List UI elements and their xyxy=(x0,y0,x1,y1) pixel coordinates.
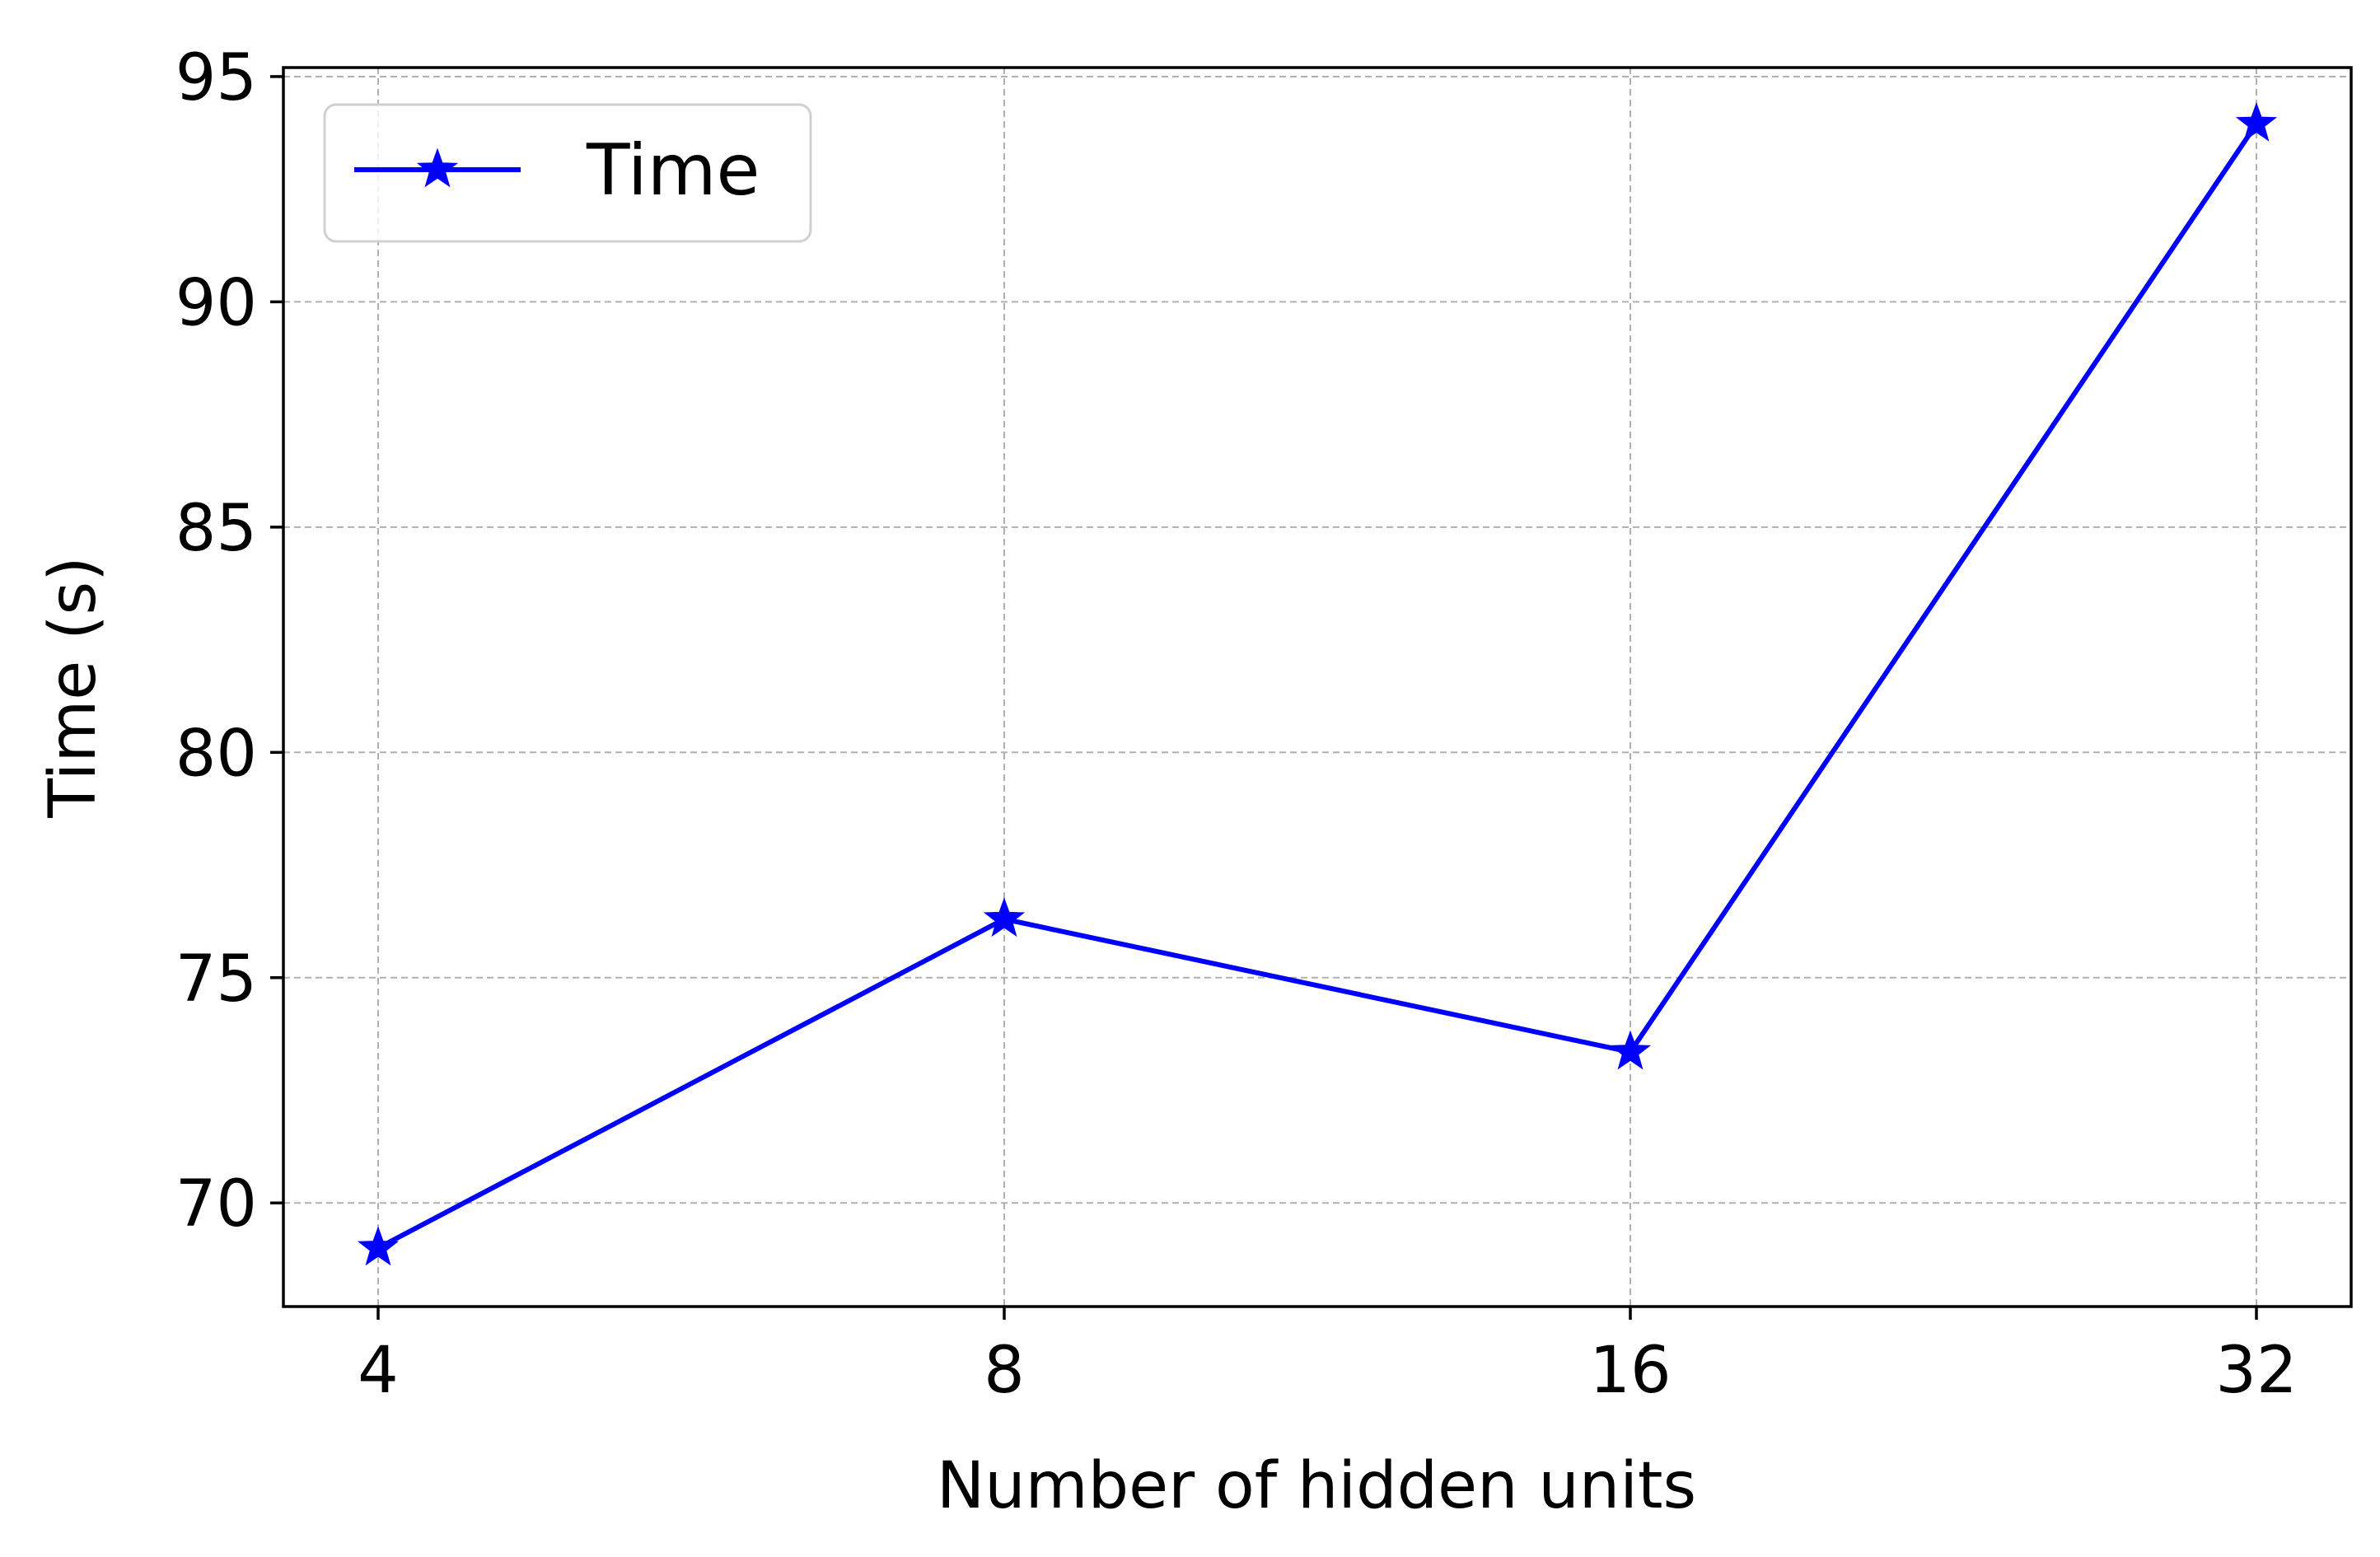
legend-star-marker xyxy=(416,147,459,188)
data-point-star xyxy=(357,1226,400,1266)
y-tick-label: 75 xyxy=(175,942,257,1017)
series-layer xyxy=(357,101,2278,1266)
y-axis-ticks: 70 75 80 85 90 95 xyxy=(175,41,283,1241)
y-tick-label: 70 xyxy=(175,1167,257,1241)
x-tick-label: 4 xyxy=(358,1334,399,1408)
legend-label: Time xyxy=(586,129,760,212)
series-line-time xyxy=(376,122,2259,1251)
y-tick-label: 90 xyxy=(175,266,257,340)
legend-box xyxy=(323,103,812,243)
plot-frame xyxy=(282,66,2353,1308)
x-tick-label: 32 xyxy=(2215,1334,2297,1408)
y-tick-label: 95 xyxy=(175,41,257,115)
x-axis-ticks: 4 8 16 32 xyxy=(358,1307,2298,1408)
grid-lines xyxy=(283,68,2351,1307)
data-point-star xyxy=(1609,1030,1652,1070)
data-point-star xyxy=(2235,101,2278,142)
data-point-star xyxy=(983,897,1026,937)
y-tick-label: 85 xyxy=(175,492,257,566)
x-tick-label: 16 xyxy=(1589,1334,1671,1408)
x-axis-label: Number of hidden units xyxy=(937,1449,1696,1523)
x-tick-label: 8 xyxy=(984,1334,1025,1408)
y-axis-label: Time (s) xyxy=(36,556,110,818)
y-tick-label: 80 xyxy=(175,717,257,791)
legend: Time xyxy=(323,103,812,243)
